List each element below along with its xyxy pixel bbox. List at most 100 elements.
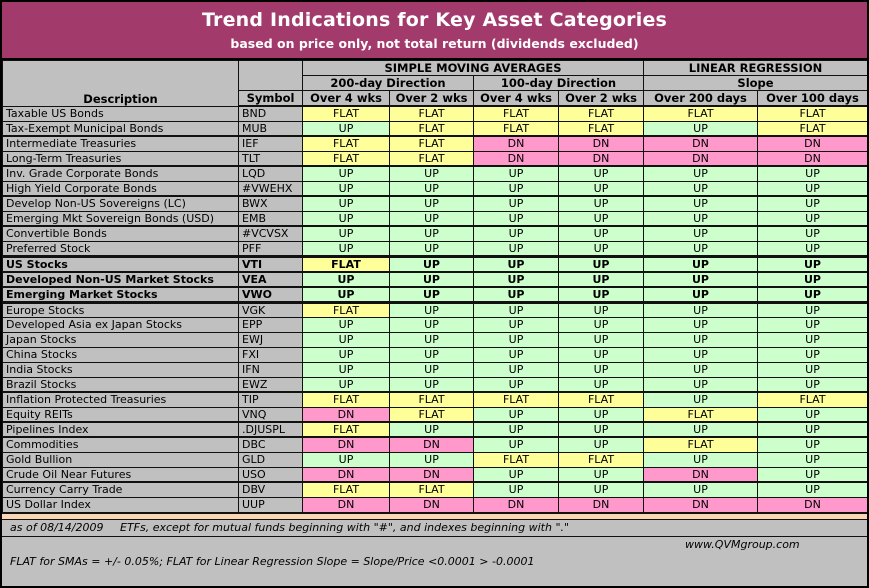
trend-value-cell: UP	[643, 331, 758, 348]
trend-value-cell: DN	[389, 496, 474, 513]
trend-value-cell: UP	[643, 481, 758, 498]
trend-value-cell: UP	[757, 316, 867, 333]
table-row: Gold Bullion GLD UP UP FLAT FLAT UP UP	[2, 451, 867, 468]
trend-value-cell: UP	[558, 361, 644, 378]
group-header-linear-regression: LINEAR REGRESSION	[643, 60, 867, 76]
sub-header-200day: 200-day Direction	[302, 75, 474, 91]
description-cell: Inflation Protected Treasuries	[2, 391, 239, 408]
trend-value-cell: DN	[302, 406, 390, 423]
description-cell: Crude Oil Near Futures	[2, 466, 239, 483]
trend-value-cell: UP	[302, 180, 390, 197]
trend-value-cell: FLAT	[389, 150, 474, 167]
description-cell: India Stocks	[2, 361, 239, 378]
description-cell: Gold Bullion	[2, 451, 239, 468]
trend-value-cell: UP	[757, 286, 867, 304]
trend-value-cell: UP	[389, 180, 474, 197]
trend-value-cell: UP	[389, 286, 474, 304]
symbol-cell: VWO	[238, 286, 303, 304]
trend-value-cell: DN	[302, 466, 390, 483]
table-row: Long-Term Treasuries TLT FLAT FLAT DN DN DN DN	[2, 150, 867, 167]
trend-value-cell: UP	[302, 240, 390, 258]
trend-value-cell: UP	[558, 240, 644, 258]
col-header-symbol: Symbol	[238, 90, 303, 107]
table-row: Equity REITs VNQ DN FLAT UP UP FLAT UP	[2, 406, 867, 423]
symbol-header-spacer	[238, 60, 303, 91]
trend-value-cell: DN	[643, 496, 758, 513]
trend-value-cell: UP	[302, 286, 390, 304]
description-cell: Convertible Bonds	[2, 225, 239, 242]
description-cell: Developed Asia ex Japan Stocks	[2, 316, 239, 333]
trend-value-cell: DN	[302, 436, 390, 453]
group-header-row: Description SIMPLE MOVING AVERAGES LINEA…	[2, 60, 867, 107]
table-row: Inv. Grade Corporate Bonds LQD UP UP UP UP UP U…	[2, 165, 867, 182]
trend-value-cell: UP	[389, 271, 474, 288]
symbol-cell: GLD	[238, 451, 303, 468]
trend-value-cell: UP	[558, 271, 644, 288]
trend-value-cell: UP	[558, 436, 644, 453]
trend-value-cell: UP	[389, 361, 474, 378]
sub-header-slope: Slope	[643, 75, 867, 91]
footer-definition-row: FLAT for SMAs = +/- 0.05%; FLAT for Line…	[2, 536, 867, 586]
trend-value-cell: UP	[558, 346, 644, 363]
trend-value-cell: FLAT	[558, 451, 644, 468]
trend-value-cell: UP	[473, 240, 559, 258]
trend-value-cell: FLAT	[389, 391, 474, 408]
report-title: Trend Indications for Key Asset Categori…	[201, 9, 668, 32]
trend-value-cell: UP	[558, 195, 644, 212]
trend-value-cell: UP	[302, 331, 390, 348]
trend-value-cell: UP	[558, 406, 644, 423]
trend-value-cell: FLAT	[302, 135, 390, 152]
trend-value-cell: DN	[389, 436, 474, 453]
trend-value-cell: UP	[558, 466, 644, 483]
symbol-cell: VTI	[238, 255, 303, 273]
table-row: Emerging Market Stocks VWO UP UP UP UP UP UP	[2, 286, 867, 304]
column-header-row: Symbol Over 4 wks Over 2 wks Over 4 wks …	[3, 90, 867, 107]
trend-value-cell: DN	[757, 135, 867, 152]
table-row: Commodities DBC DN DN UP UP FLAT UP	[2, 436, 867, 453]
trend-value-cell: UP	[558, 376, 644, 393]
description-cell: Preferred Stock	[2, 240, 239, 258]
trend-value-cell: DN	[473, 135, 559, 152]
trend-value-cell: UP	[757, 165, 867, 182]
table-row: US Stocks VTI FLAT UP UP UP UP UP	[2, 255, 867, 273]
trend-value-cell: UP	[558, 316, 644, 333]
trend-value-cell: UP	[643, 451, 758, 468]
trend-value-cell: UP	[643, 255, 758, 273]
trend-value-cell: FLAT	[558, 120, 644, 137]
trend-value-cell: UP	[473, 331, 559, 348]
description-cell: Long-Term Treasuries	[2, 150, 239, 167]
trend-value-cell: FLAT	[643, 436, 758, 453]
trend-value-cell: UP	[389, 346, 474, 363]
group-header-sma: SIMPLE MOVING AVERAGES	[302, 60, 644, 76]
trend-table: Description SIMPLE MOVING AVERAGES LINEA…	[2, 60, 867, 513]
trend-value-cell: UP	[558, 481, 644, 498]
trend-value-cell: UP	[757, 240, 867, 258]
col-header-200d-2wks: Over 2 wks	[389, 90, 474, 107]
report-subtitle: based on price only, not total return (d…	[230, 35, 639, 51]
trend-value-cell: UP	[473, 406, 559, 423]
trend-value-cell: FLAT	[302, 421, 390, 438]
trend-value-cell: UP	[643, 120, 758, 137]
description-cell: Emerging Mkt Sovereign Bonds (USD)	[2, 210, 239, 227]
symbol-cell: IEF	[238, 135, 303, 152]
symbol-cell: DBC	[238, 436, 303, 453]
symbol-cell: EWJ	[238, 331, 303, 348]
trend-value-cell: UP	[643, 165, 758, 182]
trend-value-cell: UP	[757, 271, 867, 288]
sub-header-row: 200-day Direction 100-day Direction Slop…	[3, 75, 867, 91]
trend-value-cell: UP	[473, 286, 559, 304]
trend-value-cell: DN	[643, 135, 758, 152]
website-text: www.QVMgroup.com	[685, 537, 800, 551]
trend-value-cell: FLAT	[389, 105, 474, 122]
col-header-100d-4wks: Over 4 wks	[473, 90, 559, 107]
trend-value-cell: UP	[389, 421, 474, 438]
trend-value-cell: UP	[558, 301, 644, 318]
trend-value-cell: UP	[643, 316, 758, 333]
description-cell: Europe Stocks	[2, 301, 239, 318]
table-row: Developed Asia ex Japan Stocks EPP UP UP UP U…	[2, 316, 867, 333]
table-row: Currency Carry Trade DBV FLAT FLAT UP UP UP UP	[2, 481, 867, 498]
col-header-100d-2wks: Over 2 wks	[558, 90, 644, 107]
trend-value-cell: UP	[389, 195, 474, 212]
trend-value-cell: UP	[473, 225, 559, 242]
